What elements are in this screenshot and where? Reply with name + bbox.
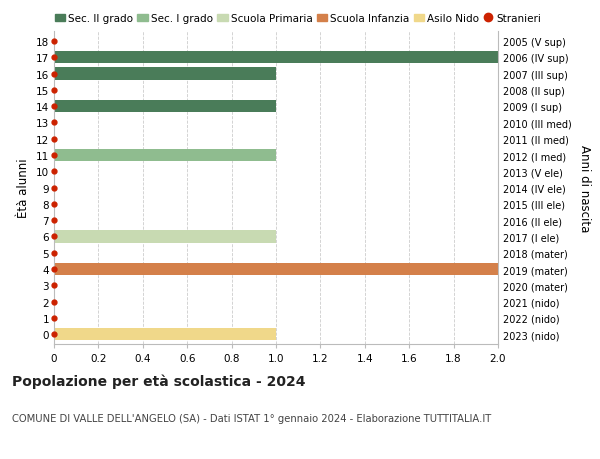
Bar <box>54 101 276 113</box>
Bar <box>54 231 276 243</box>
Text: Popolazione per età scolastica - 2024: Popolazione per età scolastica - 2024 <box>12 374 305 389</box>
Bar <box>54 52 498 64</box>
Legend: Sec. II grado, Sec. I grado, Scuola Primaria, Scuola Infanzia, Asilo Nido, Stran: Sec. II grado, Sec. I grado, Scuola Prim… <box>55 14 542 24</box>
Text: COMUNE DI VALLE DELL'ANGELO (SA) - Dati ISTAT 1° gennaio 2024 - Elaborazione TUT: COMUNE DI VALLE DELL'ANGELO (SA) - Dati … <box>12 413 491 423</box>
Y-axis label: Anni di nascita: Anni di nascita <box>578 145 591 232</box>
Bar <box>54 328 276 341</box>
Bar <box>54 68 276 80</box>
Bar <box>54 263 498 275</box>
Bar <box>54 150 276 162</box>
Y-axis label: Ètà alunni: Ètà alunni <box>17 158 31 218</box>
